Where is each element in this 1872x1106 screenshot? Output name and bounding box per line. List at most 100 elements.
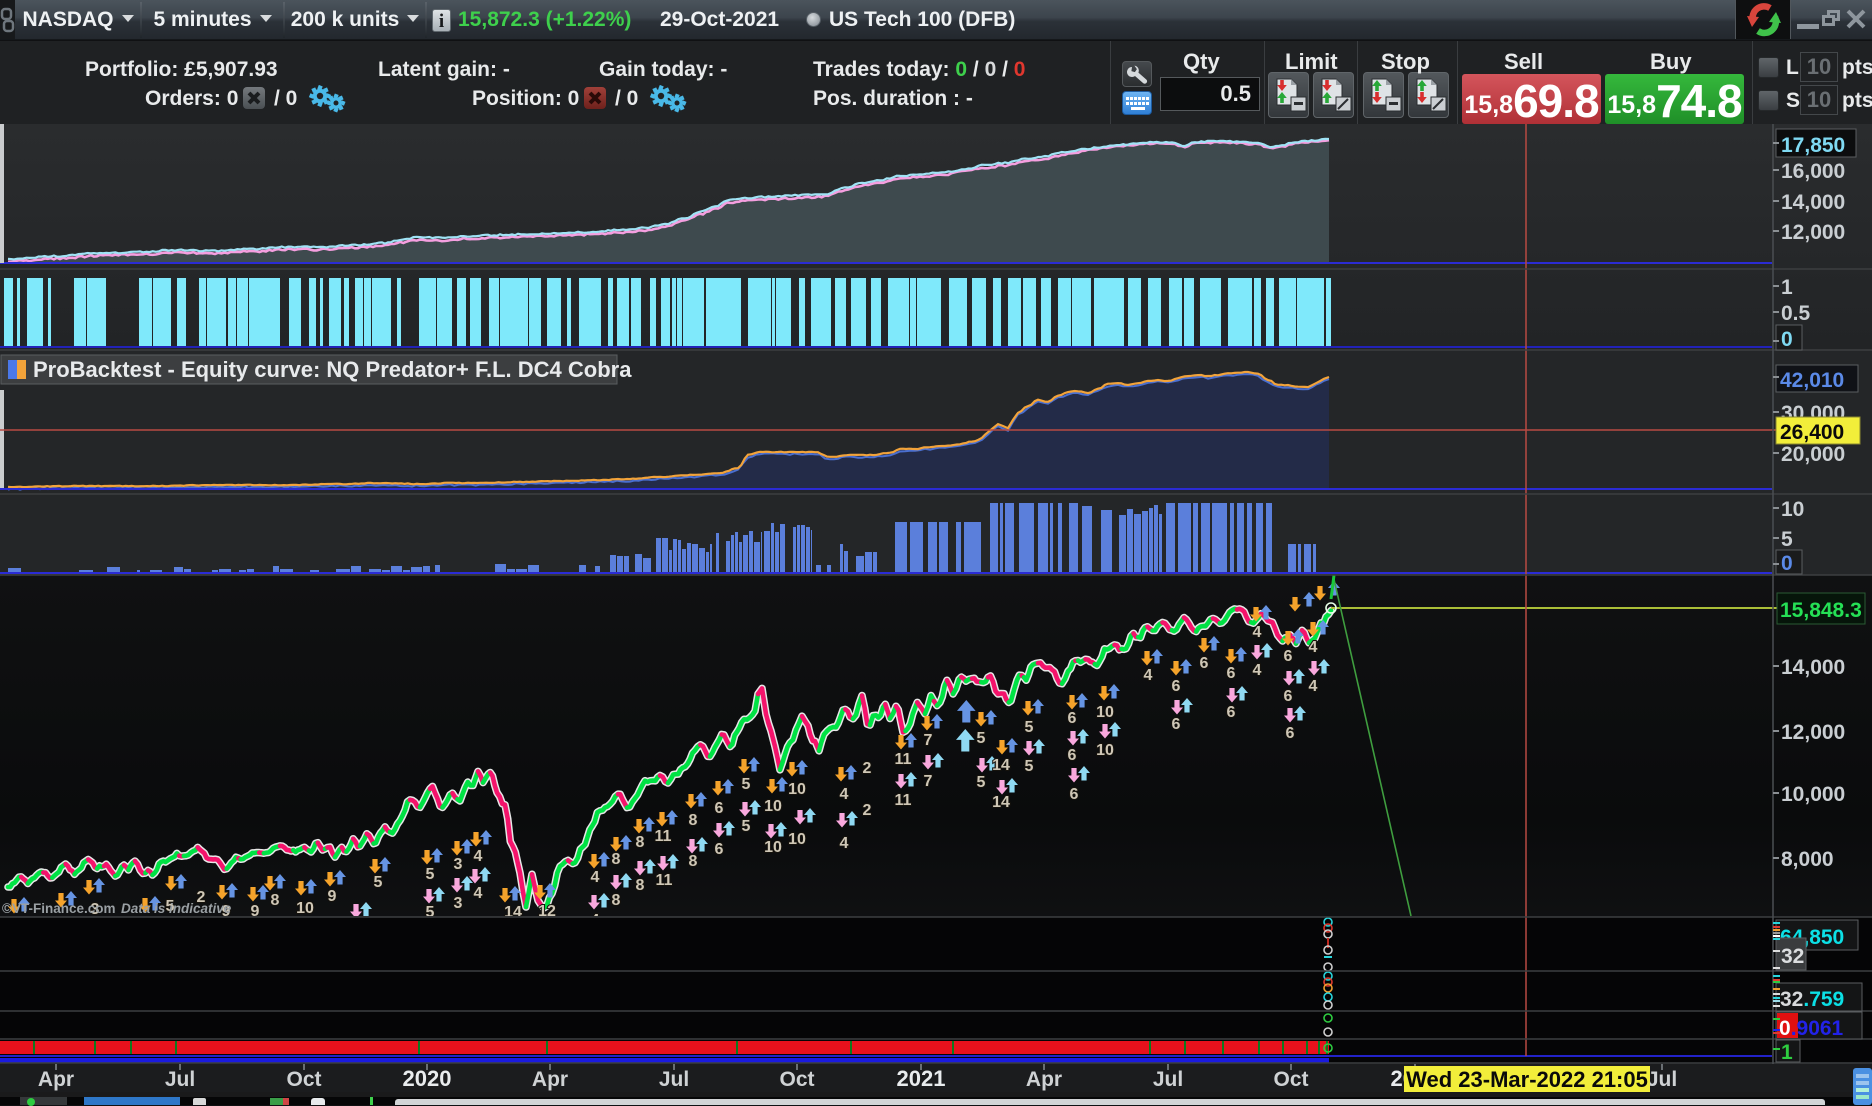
- svg-text:10: 10: [788, 781, 806, 798]
- svg-text:0: 0: [1781, 552, 1793, 575]
- svg-text:5: 5: [1025, 758, 1034, 775]
- svg-text:Jul: Jul: [165, 1068, 195, 1091]
- svg-text:8: 8: [689, 853, 698, 870]
- svg-text:11: 11: [895, 792, 912, 809]
- svg-text:7: 7: [924, 773, 933, 790]
- svg-text:6: 6: [1068, 710, 1077, 727]
- svg-text:4: 4: [1144, 667, 1153, 684]
- svg-text:17,850: 17,850: [1781, 134, 1845, 157]
- svg-text:6: 6: [1284, 688, 1293, 705]
- svg-text:10: 10: [764, 798, 782, 815]
- svg-text:6: 6: [715, 800, 724, 817]
- svg-text:5: 5: [426, 866, 435, 883]
- svg-text:Jul: Jul: [1153, 1068, 1183, 1091]
- svg-text:5: 5: [1025, 719, 1034, 736]
- svg-text:14,000: 14,000: [1781, 191, 1845, 214]
- svg-text:10: 10: [1096, 704, 1114, 721]
- svg-text:5: 5: [742, 776, 751, 793]
- svg-text:10: 10: [764, 839, 782, 856]
- svg-text:5: 5: [977, 774, 986, 791]
- svg-text:Wed 23-Mar-2022 21:05: Wed 23-Mar-2022 21:05: [1406, 1067, 1648, 1092]
- svg-text:4: 4: [591, 869, 600, 886]
- svg-text:6: 6: [715, 841, 724, 858]
- svg-text:2020: 2020: [403, 1066, 452, 1091]
- svg-text:10: 10: [788, 831, 806, 848]
- svg-text:5: 5: [374, 874, 383, 891]
- svg-text:6: 6: [1227, 704, 1236, 721]
- svg-text:0: 0: [1781, 328, 1793, 351]
- svg-text:Apr: Apr: [1026, 1068, 1062, 1091]
- svg-text:11: 11: [656, 872, 673, 889]
- svg-text:12,000: 12,000: [1781, 221, 1845, 244]
- svg-text:8: 8: [271, 892, 280, 909]
- svg-text:Oct: Oct: [1273, 1068, 1308, 1091]
- svg-text:Oct: Oct: [286, 1068, 321, 1091]
- svg-text:1: 1: [1781, 1041, 1793, 1064]
- svg-text:3: 3: [454, 856, 463, 873]
- svg-text:2021: 2021: [897, 1066, 946, 1091]
- svg-text:6: 6: [1227, 665, 1236, 682]
- svg-text:5: 5: [426, 904, 435, 921]
- svg-text:7: 7: [924, 732, 933, 749]
- svg-text:5: 5: [977, 730, 986, 747]
- svg-text:Data is indicative: Data is indicative: [121, 901, 232, 916]
- svg-text:5: 5: [1781, 528, 1793, 551]
- svg-text:8: 8: [612, 851, 621, 868]
- svg-text:8: 8: [636, 877, 645, 894]
- svg-text:4: 4: [840, 786, 849, 803]
- svg-text:5: 5: [166, 898, 175, 915]
- svg-text:10: 10: [1096, 742, 1114, 759]
- svg-text:Jul: Jul: [1647, 1068, 1677, 1091]
- svg-text:32.759: 32.759: [1780, 988, 1844, 1011]
- svg-text:6: 6: [1172, 716, 1181, 733]
- svg-text:©VT-Finance.com: ©VT-Finance.com: [2, 901, 115, 916]
- svg-text:4: 4: [1253, 662, 1262, 679]
- svg-text:12: 12: [538, 903, 556, 920]
- svg-text:2: 2: [863, 760, 872, 777]
- svg-text:Apr: Apr: [38, 1068, 74, 1091]
- svg-text:5: 5: [742, 818, 751, 835]
- svg-text:14: 14: [504, 904, 522, 921]
- svg-text:0.9061: 0.9061: [1779, 1017, 1844, 1040]
- svg-text:9: 9: [222, 903, 231, 920]
- svg-text:4: 4: [1309, 639, 1318, 656]
- svg-text:32: 32: [1781, 945, 1804, 968]
- svg-text:2: 2: [197, 889, 206, 906]
- svg-text:Oct: Oct: [779, 1068, 814, 1091]
- svg-text:3: 3: [91, 901, 100, 918]
- svg-text:4: 4: [840, 835, 849, 852]
- svg-text:Apr: Apr: [532, 1068, 568, 1091]
- svg-text:11: 11: [895, 751, 912, 768]
- svg-text:14: 14: [992, 757, 1010, 774]
- svg-text:Jul: Jul: [659, 1068, 689, 1091]
- svg-text:3: 3: [454, 895, 463, 912]
- svg-text:6: 6: [1070, 786, 1079, 803]
- svg-text:12,000: 12,000: [1781, 721, 1845, 744]
- svg-text:9: 9: [251, 903, 260, 920]
- svg-text:14: 14: [992, 794, 1010, 811]
- svg-text:26,400: 26,400: [1780, 421, 1844, 444]
- svg-text:10: 10: [296, 900, 314, 917]
- svg-text:4: 4: [474, 885, 483, 902]
- svg-text:9: 9: [328, 888, 337, 905]
- svg-text:6: 6: [1286, 725, 1295, 742]
- svg-text:8: 8: [636, 834, 645, 851]
- svg-text:ProBacktest - Equity curve: NQ: ProBacktest - Equity curve: NQ Predator+…: [33, 357, 632, 382]
- svg-text:42,010: 42,010: [1780, 369, 1844, 392]
- svg-text:4: 4: [1253, 624, 1262, 641]
- svg-text:10: 10: [1781, 498, 1804, 521]
- svg-text:20,000: 20,000: [1781, 443, 1845, 466]
- svg-text:8,000: 8,000: [1781, 848, 1834, 871]
- svg-text:6: 6: [1068, 747, 1077, 764]
- svg-text:6: 6: [1200, 655, 1209, 672]
- svg-text:2: 2: [863, 802, 872, 819]
- svg-text:6: 6: [1172, 678, 1181, 695]
- svg-text:8: 8: [612, 892, 621, 909]
- svg-text:10,000: 10,000: [1781, 783, 1845, 806]
- svg-text:8: 8: [689, 812, 698, 829]
- svg-text:4: 4: [1309, 678, 1318, 695]
- svg-text:4: 4: [591, 912, 600, 929]
- svg-text:1: 1: [1781, 276, 1793, 299]
- svg-text:15,848.3: 15,848.3: [1780, 599, 1862, 622]
- svg-text:4: 4: [474, 848, 483, 865]
